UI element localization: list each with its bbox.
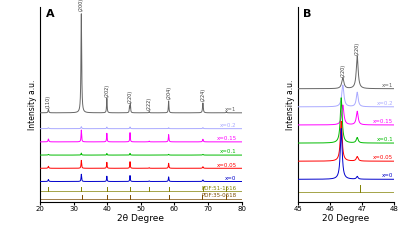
Text: A: A [46,9,55,19]
Text: x=0: x=0 [382,174,393,178]
Text: x=0: x=0 [225,176,236,181]
Text: PDF:51-1516: PDF:51-1516 [201,186,236,191]
X-axis label: 20 Degree: 20 Degree [322,213,370,223]
Text: x=1: x=1 [382,83,393,88]
Text: (220): (220) [355,42,360,55]
Text: (202): (202) [104,83,109,97]
Text: x=0.1: x=0.1 [376,137,393,142]
Text: x=0.15: x=0.15 [373,119,393,124]
Text: (220): (220) [340,64,345,77]
Text: (222): (222) [147,97,152,110]
Y-axis label: Intensity a.u.: Intensity a.u. [286,79,295,130]
Y-axis label: Intensity a.u.: Intensity a.u. [28,79,37,130]
Text: (204): (204) [166,86,171,99]
Text: x=0.05: x=0.05 [216,163,236,168]
Text: x=1: x=1 [225,107,236,112]
Text: x=0.2: x=0.2 [376,101,393,106]
Text: B: B [303,9,311,19]
Text: (220): (220) [128,90,132,103]
Text: x=0.2: x=0.2 [220,123,236,128]
Text: (110): (110) [46,95,51,108]
Text: (200): (200) [79,0,84,11]
Text: PDF:35-0618: PDF:35-0618 [201,193,236,198]
Text: (224): (224) [200,88,205,102]
Text: x=0.1: x=0.1 [220,149,236,154]
Text: x=0.05: x=0.05 [373,155,393,160]
Text: x=0.15: x=0.15 [216,136,236,141]
X-axis label: 2θ Degree: 2θ Degree [117,213,164,223]
